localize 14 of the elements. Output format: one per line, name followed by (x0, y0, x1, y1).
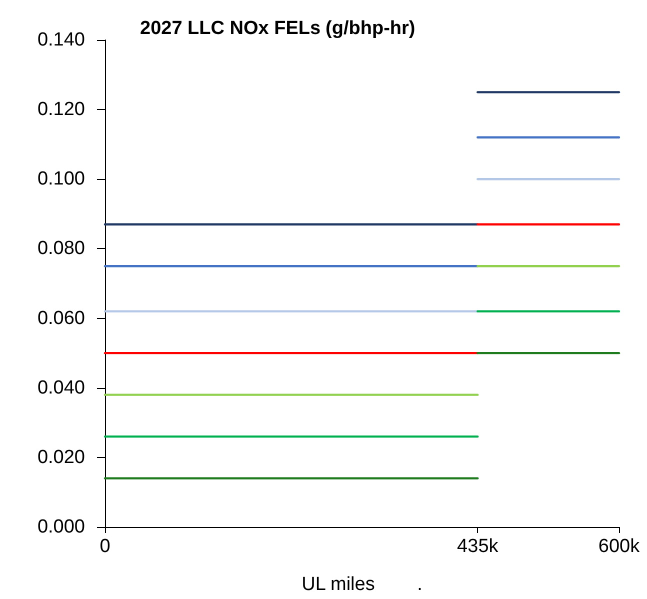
x-axis-title: UL miles . (302, 574, 422, 595)
y-tick-label: 0.040 (37, 377, 85, 398)
chart-subtitle: (g/bhp-hr) (326, 18, 416, 39)
y-tick-label: 0.140 (37, 30, 85, 50)
y-tick-label: 0.000 (37, 516, 85, 538)
x-tick-label: 600k (598, 536, 640, 557)
y-tick-label: 0.060 (37, 308, 85, 329)
x-tick-label: 435k (457, 536, 499, 557)
y-tick-label: 0.100 (37, 168, 85, 190)
chart-title: 2027 LLC NOx FELs (140, 18, 321, 39)
y-tick-label: 0.020 (37, 446, 85, 468)
x-tick-label: 0 (100, 536, 110, 557)
y-tick-label: 0.080 (37, 238, 85, 260)
y-tick-label: 0.120 (37, 99, 85, 120)
